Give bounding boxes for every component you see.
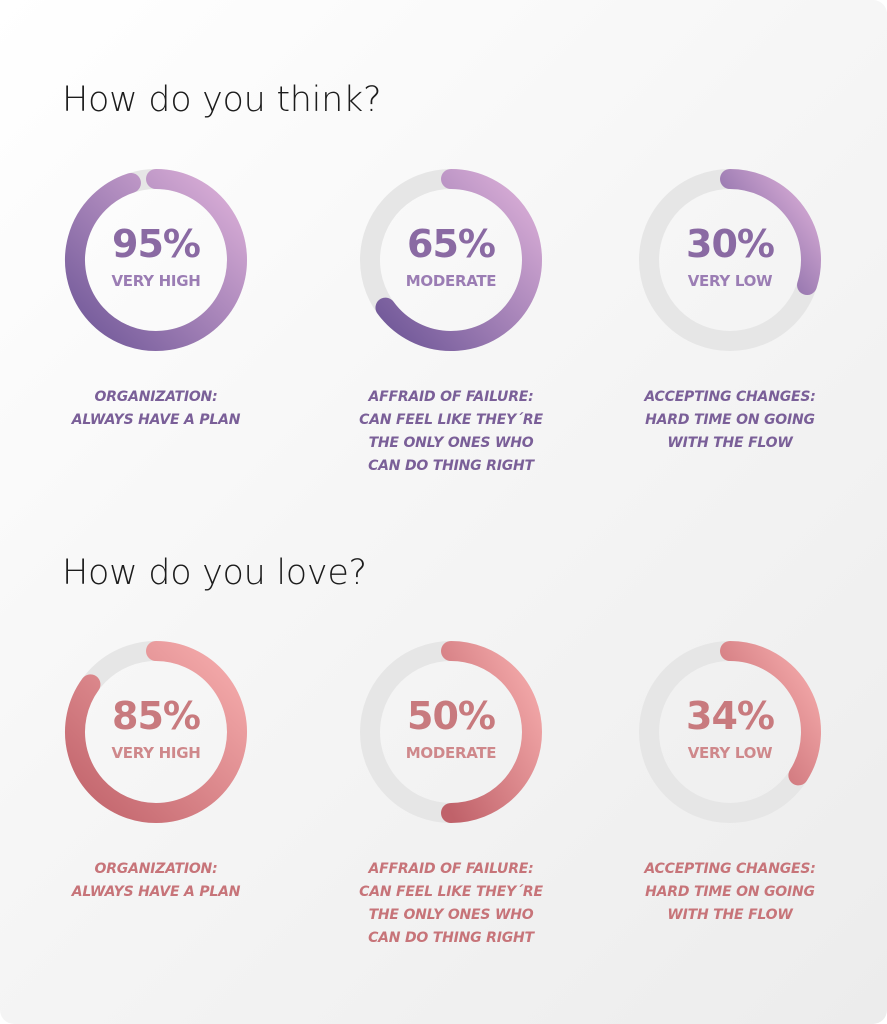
donut-ring <box>639 169 821 351</box>
donut-ring <box>65 641 247 823</box>
gauge-description-line: HARD TIME ON GOING <box>645 412 815 428</box>
gauge-description: AFFRAID OF FAILURE: CAN FEEL LIKE THEY´R… <box>321 386 581 478</box>
gauge-description: AFFRAID OF FAILURE: CAN FEEL LIKE THEY´R… <box>321 858 581 950</box>
section-title-love: How do you love? <box>62 553 367 593</box>
gauge-description-line: CAN DO THING RIGHT <box>368 930 534 946</box>
gauge-description-line: CAN FEEL LIKE THEY´RE <box>359 884 543 900</box>
donut-value-arc <box>720 641 821 786</box>
gauge-description-line: CAN DO THING RIGHT <box>368 458 534 474</box>
gauge-level-label: VERY HIGH <box>111 744 201 762</box>
donut-value-arc <box>375 169 542 351</box>
donut-ring <box>360 641 542 823</box>
donut-ring <box>639 641 821 823</box>
gauge-description: ACCEPTING CHANGES: HARD TIME ON GOING WI… <box>600 858 860 927</box>
gauge-level-label: VERY LOW <box>687 744 773 762</box>
donut-ring <box>360 169 542 351</box>
gauge-description: ORGANIZATION: ALWAYS HAVE A PLAN <box>26 386 286 432</box>
gauge-percent-label: 95% <box>112 222 201 266</box>
gauge-description-line: CAN FEEL LIKE THEY´RE <box>359 412 543 428</box>
gauge-percent-label: 30% <box>686 222 775 266</box>
gauge-description: ORGANIZATION: ALWAYS HAVE A PLAN <box>26 858 286 904</box>
gauge-description-line: AFFRAID OF FAILURE: <box>368 861 534 877</box>
gauge-description-line: THE ONLY ONES WHO <box>368 907 534 923</box>
gauge-level-label: MODERATE <box>405 744 497 762</box>
gauge-description-line: HARD TIME ON GOING <box>645 884 815 900</box>
gauge-percent-label: 50% <box>407 694 496 738</box>
gauge-description-line: ALWAYS HAVE A PLAN <box>71 412 241 428</box>
gauge-description-line: ACCEPTING CHANGES: <box>644 389 816 405</box>
gauge-description-line: WITH THE FLOW <box>667 907 793 923</box>
gauge-percent-label: 85% <box>112 694 201 738</box>
donut-value-arc <box>720 169 821 296</box>
donut-value-arc <box>65 169 247 351</box>
donut-value-arc <box>65 641 247 823</box>
gauge-description-line: AFFRAID OF FAILURE: <box>368 389 534 405</box>
gauge-description-line: ACCEPTING CHANGES: <box>644 861 816 877</box>
gauge-description-line: WITH THE FLOW <box>667 435 793 451</box>
gauge-description-line: ORGANIZATION: <box>94 389 218 405</box>
gauge-description: ACCEPTING CHANGES: HARD TIME ON GOING WI… <box>600 386 860 455</box>
gauge-description-line: ORGANIZATION: <box>94 861 218 877</box>
gauge-level-label: VERY LOW <box>687 272 773 290</box>
gauge-percent-label: 65% <box>407 222 496 266</box>
donut-value-arc <box>441 641 542 823</box>
section-title-think: How do you think? <box>62 80 382 120</box>
gauge-description-line: ALWAYS HAVE A PLAN <box>71 884 241 900</box>
gauge-percent-label: 34% <box>686 694 775 738</box>
donut-ring <box>65 169 247 351</box>
gauge-level-label: VERY HIGH <box>111 272 201 290</box>
gauge-description-line: THE ONLY ONES WHO <box>368 435 534 451</box>
gauge-level-label: MODERATE <box>405 272 497 290</box>
